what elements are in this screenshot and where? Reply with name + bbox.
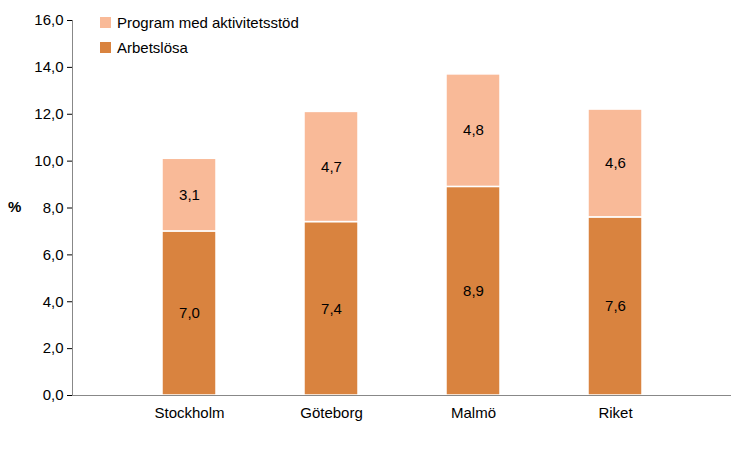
svg-text:Stockholm: Stockholm <box>154 404 224 421</box>
svg-text:7,0: 7,0 <box>179 304 200 321</box>
svg-text:14,0: 14,0 <box>34 58 63 75</box>
svg-text:Göteborg: Göteborg <box>300 404 363 421</box>
svg-text:4,0: 4,0 <box>43 293 64 310</box>
svg-text:0,0: 0,0 <box>43 386 64 403</box>
svg-text:Malmö: Malmö <box>451 404 496 421</box>
svg-text:4,6: 4,6 <box>605 154 626 171</box>
svg-text:6,0: 6,0 <box>43 246 64 263</box>
svg-text:12,0: 12,0 <box>34 105 63 122</box>
svg-text:4,8: 4,8 <box>463 121 484 138</box>
svg-text:4,7: 4,7 <box>321 158 342 175</box>
svg-text:10,0: 10,0 <box>34 152 63 169</box>
svg-text:8,9: 8,9 <box>463 282 484 299</box>
html-text:Program med aktivitetsstöd: Program med aktivitetsstöd <box>117 14 299 31</box>
svg-text:16,0: 16,0 <box>34 11 63 28</box>
svg-text:Riket: Riket <box>598 404 633 421</box>
svg-text:2,0: 2,0 <box>43 339 64 356</box>
svg-text:3,1: 3,1 <box>179 186 200 203</box>
html-text:Arbetslösa: Arbetslösa <box>117 39 188 56</box>
svg-text:7,6: 7,6 <box>605 297 626 314</box>
svg-text:7,4: 7,4 <box>321 300 342 317</box>
svg-text:8,0: 8,0 <box>43 199 64 216</box>
